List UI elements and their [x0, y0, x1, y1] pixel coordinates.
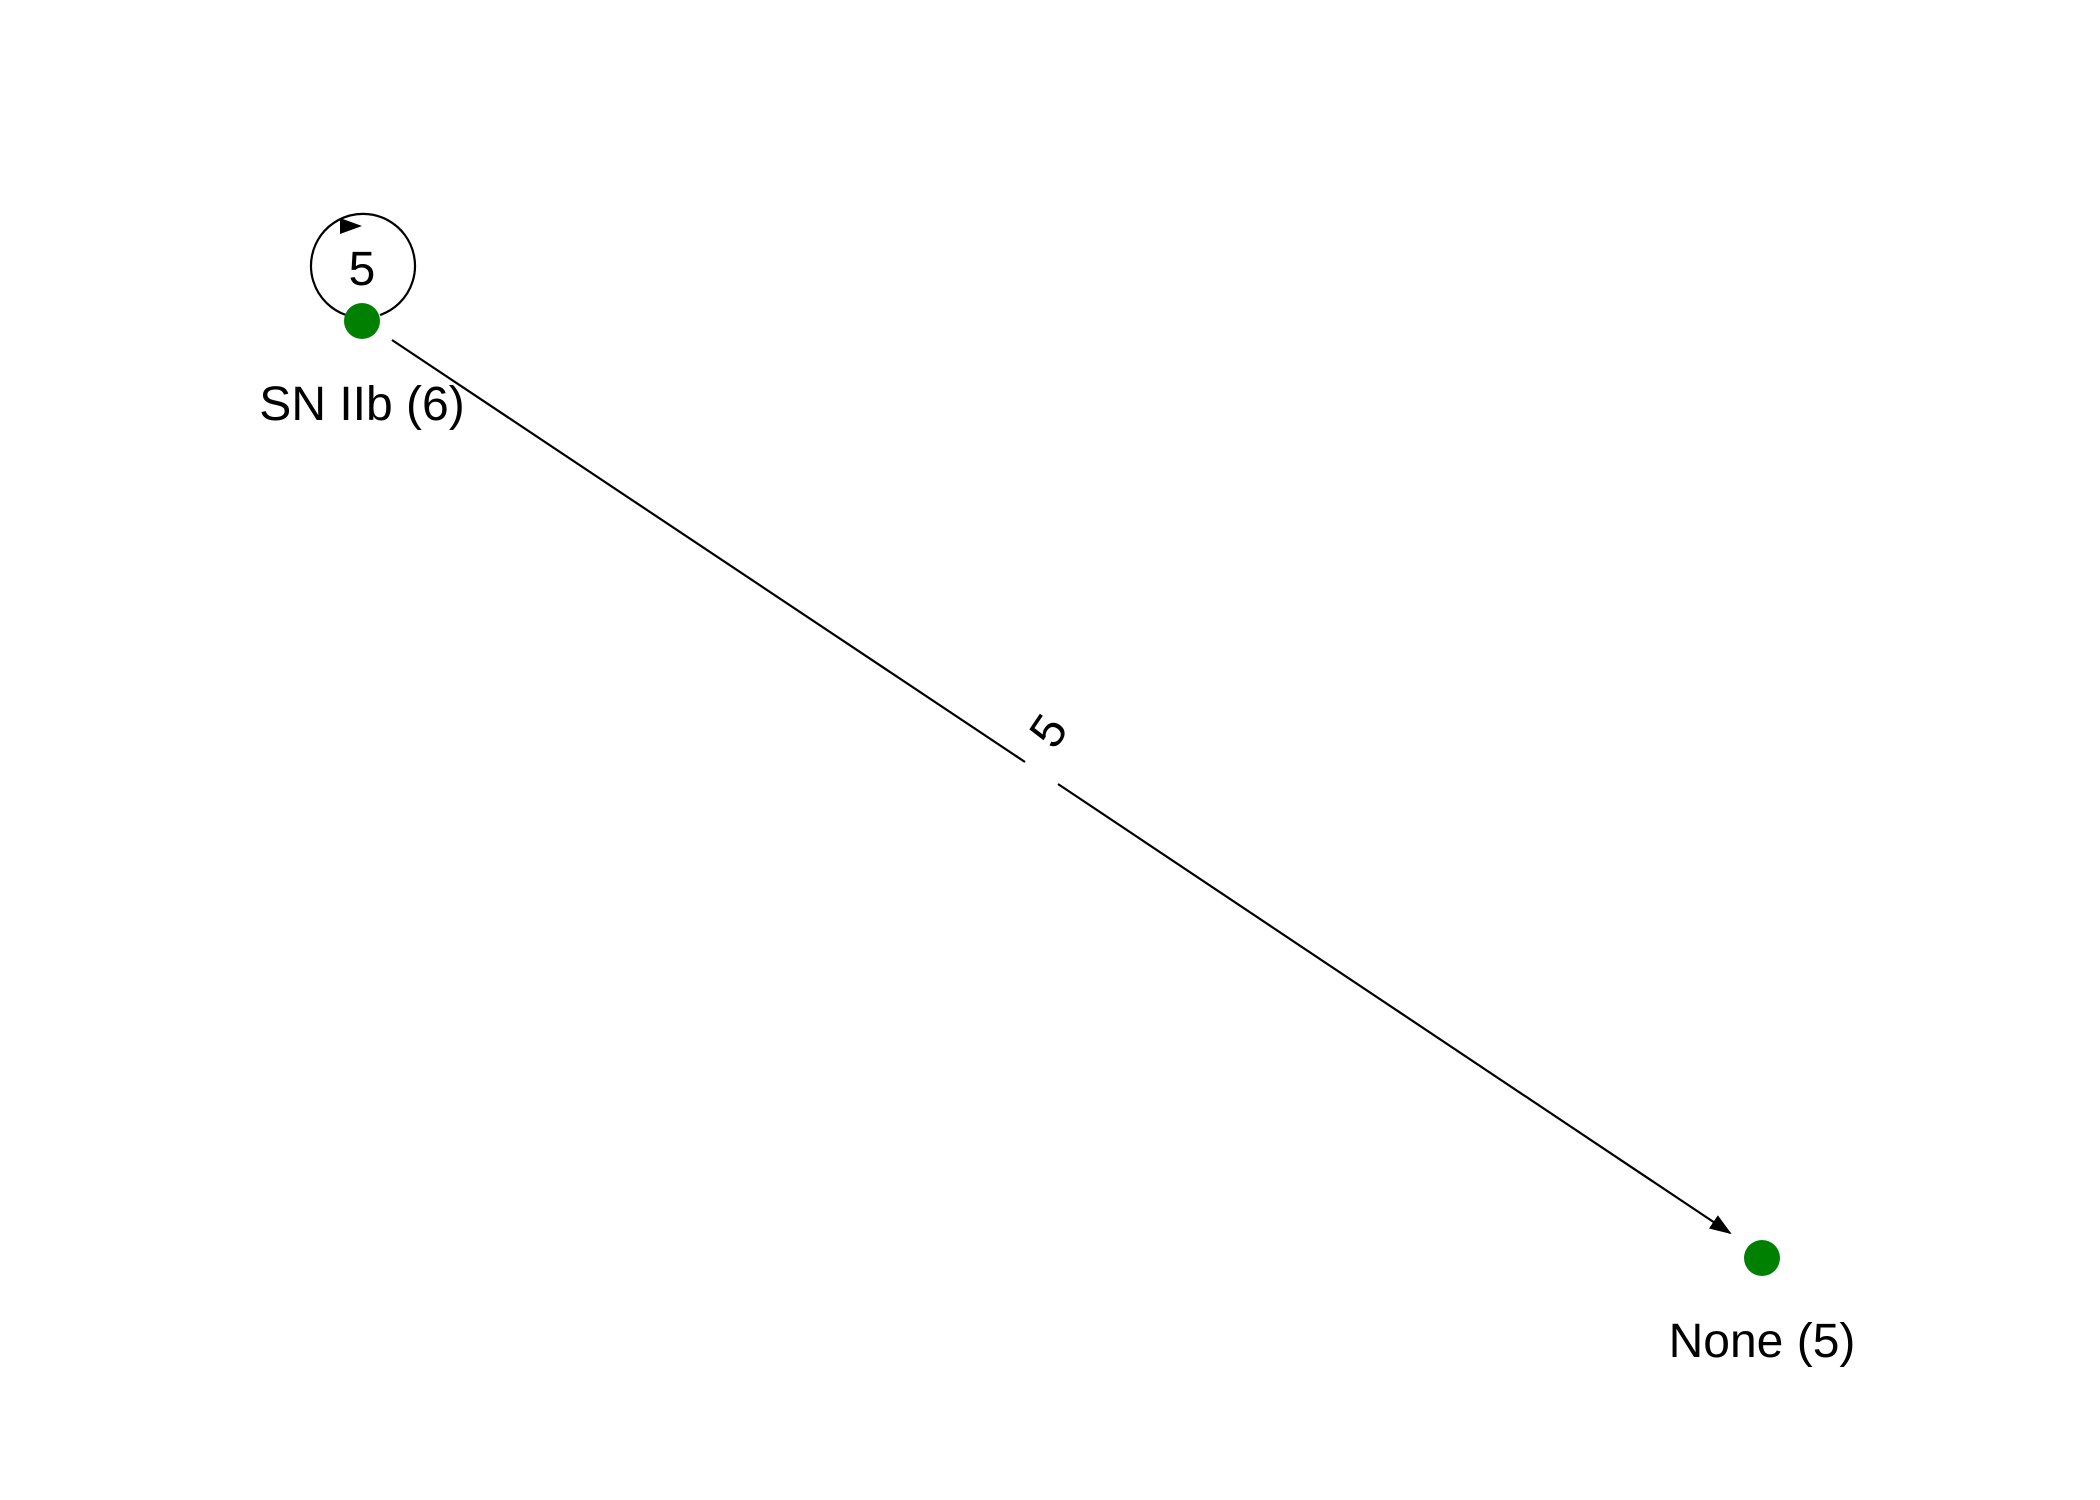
- node-sn-iib: SN IIb (6): [259, 303, 465, 431]
- node-dot-sn-iib: [344, 303, 380, 339]
- node-label-none: None (5): [1669, 1315, 1856, 1368]
- self-loop-edge-label: 5: [349, 243, 376, 296]
- node-label-sn-iib: SN IIb (6): [259, 378, 464, 431]
- edge-line-segment: [391, 339, 1026, 763]
- edge-self-loop-sn-iib: 5: [309, 212, 417, 317]
- self-loop-arrowhead: [340, 218, 362, 234]
- edge-label-sn-iib-to-none: 5: [1020, 705, 1079, 757]
- edge-sn-iib-to-none: 5: [391, 339, 1732, 1235]
- edge-line-segment-arrow: [1057, 783, 1732, 1235]
- node-dot-none: [1744, 1240, 1780, 1276]
- node-none: None (5): [1669, 1240, 1856, 1368]
- self-loop-arc: [309, 212, 417, 317]
